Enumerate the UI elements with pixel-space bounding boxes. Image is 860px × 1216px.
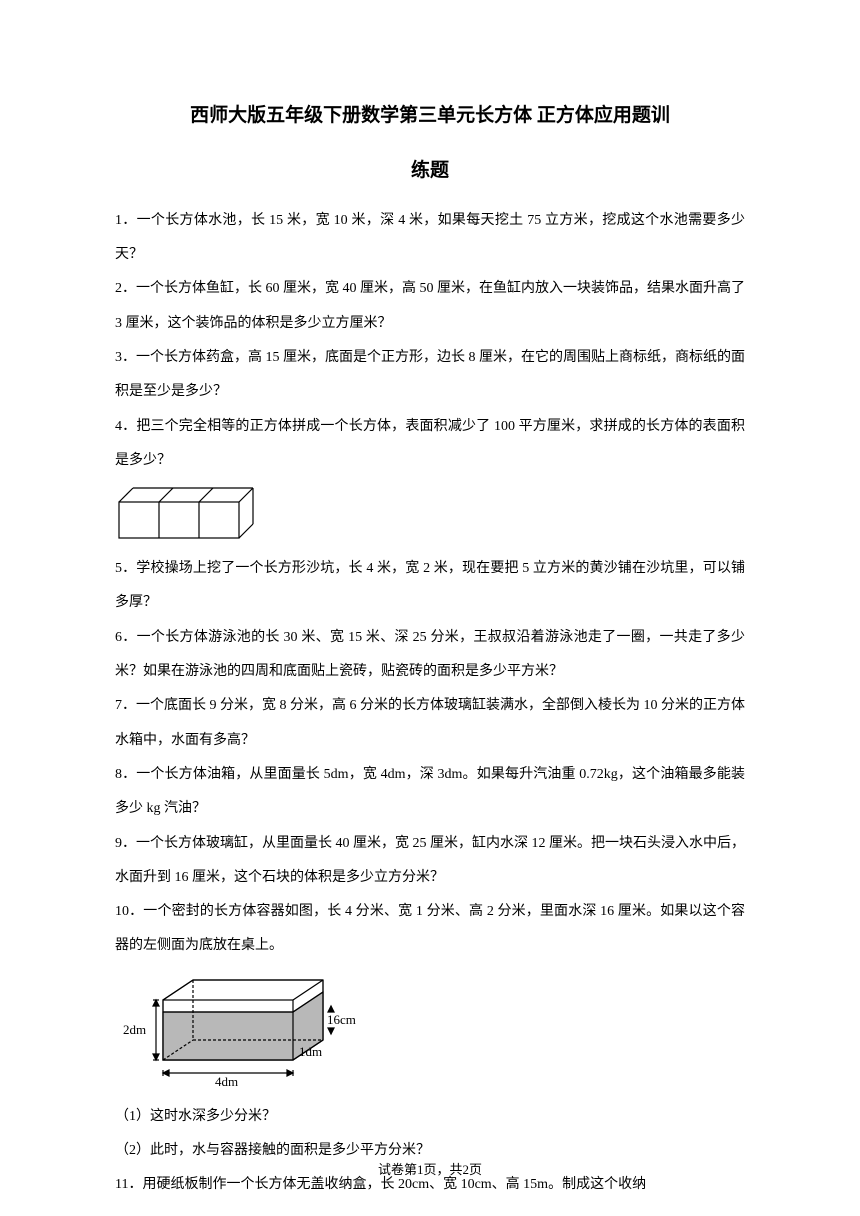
question-9: 9．一个长方体玻璃缸，从里面量长 40 厘米，宽 25 厘米，缸内水深 12 厘… xyxy=(115,827,745,896)
question-10: 10．一个密封的长方体容器如图，长 4 分米、宽 1 分米、高 2 分米，里面水… xyxy=(115,895,745,964)
label-2dm: 2dm xyxy=(123,1022,146,1037)
label-1dm: 1dm xyxy=(299,1044,322,1059)
doc-title-line2: 练题 xyxy=(115,155,745,182)
label-16cm: 16cm xyxy=(327,1012,356,1027)
figure-cuboid-3blocks xyxy=(115,484,745,542)
question-2: 2．一个长方体鱼缸，长 60 厘米，宽 40 厘米，高 50 厘米，在鱼缸内放入… xyxy=(115,272,745,341)
doc-title-line1: 西师大版五年级下册数学第三单元长方体 正方体应用题训 xyxy=(115,95,745,137)
label-4dm: 4dm xyxy=(215,1074,238,1089)
question-8: 8．一个长方体油箱，从里面量长 5dm，宽 4dm，深 3dm。如果每升汽油重 … xyxy=(115,758,745,827)
page-footer: 试卷第1页，共2页 xyxy=(0,1159,860,1178)
question-1: 1．一个长方体水池，长 15 米，宽 10 米，深 4 米，如果每天挖土 75 … xyxy=(115,204,745,273)
question-5: 5．学校操场上挖了一个长方形沙坑，长 4 米，宽 2 米，现在要把 5 立方米的… xyxy=(115,552,745,621)
question-6: 6．一个长方体游泳池的长 30 米、宽 15 米、深 25 分米，王叔叔沿着游泳… xyxy=(115,621,745,690)
question-3: 3．一个长方体药盒，高 15 厘米，底面是个正方形，边长 8 厘米，在它的周围贴… xyxy=(115,341,745,410)
question-10-sub1: （1）这时水深多少分米？ xyxy=(115,1100,745,1134)
question-4: 4．把三个完全相等的正方体拼成一个长方体，表面积减少了 100 平方厘米，求拼成… xyxy=(115,410,745,479)
question-7: 7．一个底面长 9 分米，宽 8 分米，高 6 分米的长方体玻璃缸装满水，全部倒… xyxy=(115,689,745,758)
figure-water-container: 2dm 4dm 1dm 16cm xyxy=(115,970,745,1090)
